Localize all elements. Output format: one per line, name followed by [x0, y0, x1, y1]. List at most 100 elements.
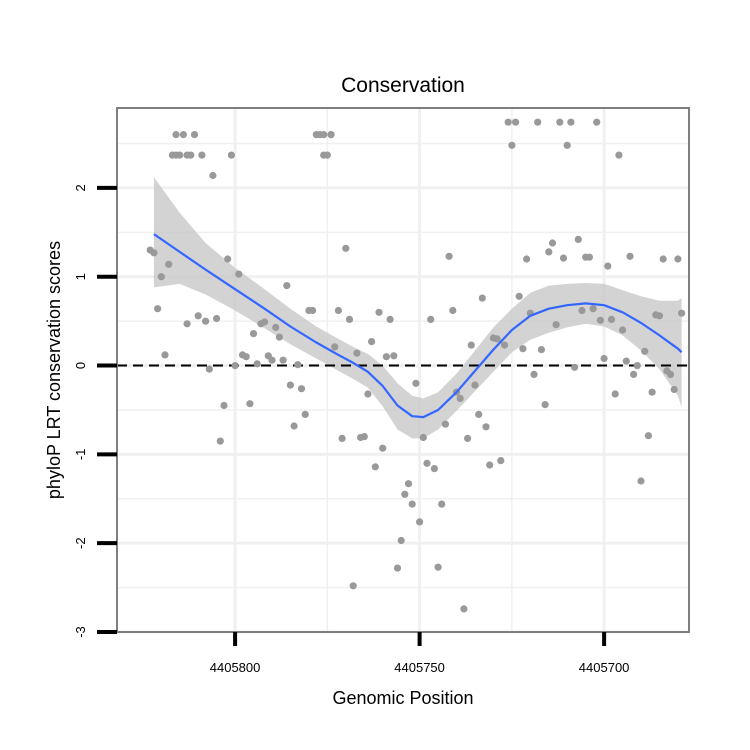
data-point [183, 320, 191, 328]
data-point [172, 131, 180, 139]
smooth-line [153, 233, 683, 419]
data-points [146, 118, 686, 613]
data-point [456, 394, 464, 402]
data-point [493, 335, 501, 343]
data-point [508, 141, 516, 149]
data-point [224, 255, 232, 263]
data-point [283, 282, 291, 290]
data-point [419, 433, 427, 442]
data-point [441, 420, 449, 428]
data-point [323, 151, 331, 159]
data-point [213, 314, 221, 323]
data-point [194, 312, 202, 320]
data-point [157, 273, 165, 281]
data-point [423, 459, 431, 467]
data-point [637, 477, 645, 485]
data-point [600, 354, 608, 363]
data-point [648, 388, 656, 396]
data-point [165, 260, 173, 268]
y-tick-label: -3 [73, 626, 88, 638]
confidence-ribbon [153, 177, 682, 439]
y-tick-label: 1 [73, 273, 88, 280]
data-point [368, 338, 376, 346]
data-point [482, 423, 490, 431]
data-point [190, 131, 199, 139]
data-point [552, 321, 560, 329]
y-tick-label: 2 [73, 184, 88, 191]
data-point [574, 235, 582, 243]
data-point [427, 315, 435, 323]
data-point [179, 131, 187, 139]
data-point [626, 252, 634, 260]
data-point [497, 457, 505, 465]
data-point [216, 437, 224, 445]
data-point [154, 305, 162, 313]
data-point [375, 308, 383, 316]
data-point [404, 480, 413, 488]
data-point [353, 349, 361, 357]
data-point [161, 351, 169, 359]
data-point [670, 385, 678, 394]
data-point [150, 249, 158, 257]
data-point [563, 141, 571, 149]
data-point [644, 432, 653, 440]
data-point [205, 365, 213, 373]
data-point [246, 400, 254, 408]
y-tick-label: -2 [73, 537, 88, 549]
data-point [515, 292, 523, 300]
data-point [678, 309, 686, 317]
data-point [360, 433, 368, 441]
data-point [198, 151, 206, 159]
x-tick-label: 4405700 [579, 660, 630, 675]
y-tick-label: -1 [73, 449, 88, 461]
data-point [294, 361, 302, 369]
data-point [290, 422, 298, 430]
data-point [202, 317, 210, 325]
chart-title: Conservation [341, 74, 465, 97]
x-tick-label: 4405800 [210, 660, 261, 675]
data-point [630, 370, 638, 378]
data-point [504, 118, 512, 126]
data-point [249, 330, 258, 338]
data-point [231, 362, 239, 370]
data-point [460, 605, 468, 613]
data-point [327, 131, 335, 139]
data-point [578, 306, 586, 315]
data-point [604, 262, 612, 270]
data-point [534, 118, 542, 126]
data-point [537, 346, 546, 354]
data-point [408, 500, 416, 508]
data-point [349, 582, 357, 590]
axes: 4405800 4405750 4405700 -3 -2 -1 0 1 2 [73, 184, 629, 675]
data-point [596, 316, 605, 324]
data-point [279, 356, 287, 364]
x-axis-label: Genomic Position [332, 688, 473, 708]
data-point [641, 347, 649, 355]
data-point [467, 341, 475, 349]
data-point [659, 255, 667, 263]
data-point [390, 352, 398, 360]
data-point [412, 379, 420, 387]
data-point [500, 341, 509, 349]
data-point [545, 248, 553, 256]
data-point [471, 381, 479, 389]
data-point [334, 306, 342, 315]
data-point [242, 353, 250, 361]
data-point [393, 564, 402, 572]
data-point [511, 118, 520, 126]
data-point [445, 252, 453, 260]
data-point [556, 118, 564, 126]
data-point [567, 118, 575, 126]
data-point [371, 463, 379, 471]
data-point [523, 255, 531, 263]
data-point [209, 171, 217, 180]
data-point [434, 563, 442, 571]
data-point [674, 255, 682, 263]
data-point [227, 151, 235, 159]
data-point [220, 401, 228, 410]
data-point [382, 353, 390, 361]
data-point [530, 370, 538, 378]
data-point [633, 362, 641, 370]
confidence-ribbon-layer [153, 177, 682, 439]
